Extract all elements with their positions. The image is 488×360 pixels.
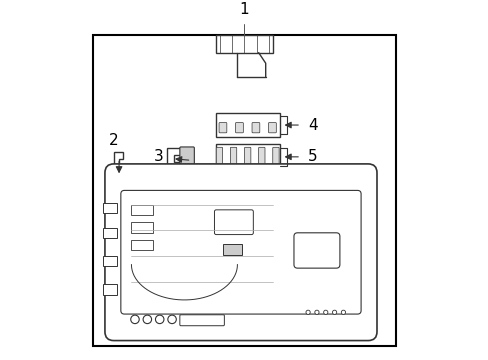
FancyBboxPatch shape: [272, 147, 279, 166]
Circle shape: [143, 315, 151, 324]
FancyBboxPatch shape: [230, 147, 236, 166]
FancyBboxPatch shape: [180, 147, 194, 167]
FancyBboxPatch shape: [103, 256, 117, 266]
Circle shape: [130, 315, 139, 324]
Circle shape: [332, 310, 336, 314]
Text: 2: 2: [109, 133, 119, 148]
FancyBboxPatch shape: [131, 222, 152, 233]
Circle shape: [323, 310, 327, 314]
FancyBboxPatch shape: [216, 147, 222, 166]
FancyBboxPatch shape: [251, 122, 259, 133]
Circle shape: [155, 315, 163, 324]
Circle shape: [305, 310, 309, 314]
FancyBboxPatch shape: [235, 122, 243, 133]
FancyBboxPatch shape: [103, 228, 117, 238]
Text: 1: 1: [239, 2, 249, 17]
FancyBboxPatch shape: [293, 233, 339, 268]
FancyBboxPatch shape: [103, 284, 117, 294]
Circle shape: [314, 310, 318, 314]
FancyBboxPatch shape: [216, 113, 279, 138]
FancyBboxPatch shape: [244, 147, 250, 166]
Polygon shape: [216, 35, 272, 53]
FancyBboxPatch shape: [92, 35, 396, 346]
Circle shape: [341, 310, 345, 314]
Polygon shape: [114, 152, 122, 176]
Text: 5: 5: [307, 149, 317, 165]
FancyBboxPatch shape: [103, 203, 117, 213]
Polygon shape: [166, 148, 181, 169]
FancyBboxPatch shape: [105, 164, 376, 341]
FancyBboxPatch shape: [219, 122, 226, 133]
FancyBboxPatch shape: [131, 204, 152, 215]
FancyBboxPatch shape: [180, 315, 224, 326]
FancyBboxPatch shape: [216, 144, 279, 169]
FancyBboxPatch shape: [214, 210, 253, 235]
FancyBboxPatch shape: [131, 240, 152, 251]
FancyBboxPatch shape: [222, 244, 241, 255]
FancyBboxPatch shape: [258, 147, 264, 166]
FancyBboxPatch shape: [121, 190, 360, 314]
Text: 4: 4: [307, 118, 317, 132]
FancyBboxPatch shape: [268, 122, 276, 133]
Circle shape: [167, 315, 176, 324]
Text: 3: 3: [153, 149, 163, 165]
